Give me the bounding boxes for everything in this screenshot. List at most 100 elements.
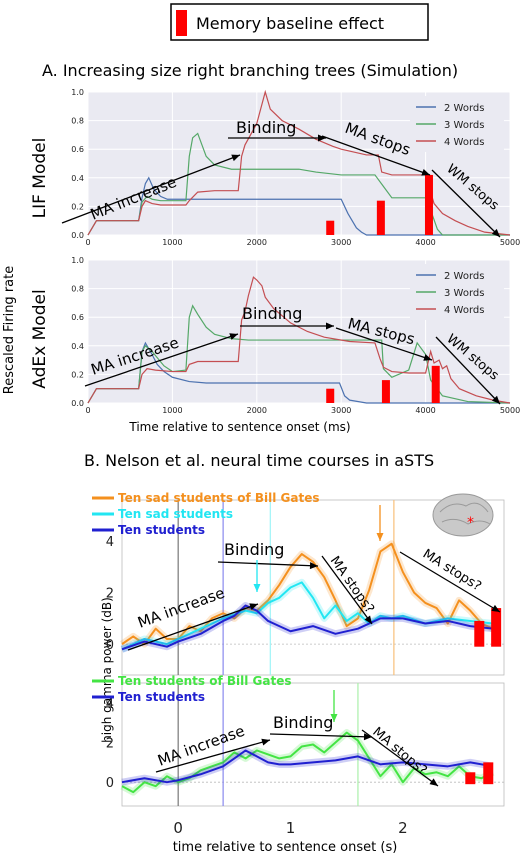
ma-increase-arrow	[61, 154, 241, 224]
brain-icon: *	[432, 493, 494, 537]
memory-baseline-bar	[465, 772, 476, 785]
x-tick-label: 1000	[162, 238, 182, 247]
y-tick-label: 2	[106, 587, 114, 602]
y-tick-label: 1.0	[71, 88, 84, 97]
legend-entry: 2 Words	[444, 271, 484, 282]
legend-entry: 2 Words	[444, 103, 484, 114]
panel-b-ylabel: high gamma power (dB)	[100, 597, 114, 743]
ma-stops-arrow	[321, 555, 373, 625]
y-tick-label: 0.6	[71, 313, 84, 322]
binding-arrow	[269, 733, 373, 738]
ma-increase-arrow-head	[249, 603, 258, 610]
ma-increase-arrow	[127, 603, 259, 651]
y-tick-label: 0.6	[71, 145, 84, 154]
ma-stops-second-arrow	[399, 551, 501, 613]
brain-marker: *	[467, 515, 474, 531]
legend-entry: 3 Words	[444, 288, 484, 299]
y-tick-label: 0.4	[71, 174, 84, 183]
legend-entry: Ten students	[118, 523, 205, 537]
y-tick-label: 4	[106, 535, 114, 550]
x-tick-label: 0	[85, 406, 90, 415]
y-tick-label: 0	[106, 776, 114, 791]
memory-baseline-bar	[326, 388, 335, 403]
legend-entry: 4 Words	[444, 137, 484, 148]
legend-entry: Ten sad students	[118, 507, 233, 521]
memory-baseline-bar	[381, 380, 390, 403]
nelson-bottom-plot: 0 2 4 Ten students of Bill Gates Ten student…	[92, 674, 505, 837]
ma-increase-arrow	[84, 333, 239, 387]
binding-label: Binding	[236, 118, 296, 137]
series-line-3-words	[87, 132, 510, 236]
memory-baseline-legend: Memory baseline effect	[170, 3, 429, 41]
ma-stops-arrow	[361, 729, 439, 787]
memory-baseline-bar	[431, 365, 440, 403]
ma-stops-arrow-head	[364, 615, 372, 624]
ma-stops-arrow-head	[429, 778, 438, 786]
memory-baseline-bar	[376, 200, 385, 235]
x-tick-label: 2	[398, 819, 408, 837]
y-tick-label: 2	[106, 737, 114, 752]
panel-a-xlabel: Time relative to sentence onset (ms)	[128, 420, 350, 434]
memory-baseline-bar	[424, 174, 433, 235]
ma-stops-arrow-head	[421, 168, 430, 176]
panel-b-xlabel: time relative to sentence onset (s)	[173, 840, 398, 855]
legend-entry: Ten sad students of Bill Gates	[118, 491, 319, 505]
binding-arrow-head	[326, 322, 334, 330]
x-tick-label: 4000	[415, 406, 435, 415]
y-tick-label: 0.0	[71, 399, 84, 408]
binding-arrow	[217, 561, 319, 567]
wm-stops-arrow-head	[491, 228, 500, 237]
panel-b-title: B. Nelson et al. neural time courses in …	[84, 451, 434, 470]
ma-stops-arrow	[321, 135, 431, 176]
x-tick-label: 4000	[415, 238, 435, 247]
ma-stops-arrow	[335, 327, 433, 361]
adex-model-label: AdEx Model	[30, 289, 50, 388]
memory-baseline-bar	[474, 620, 485, 647]
x-tick-label: 5000	[500, 406, 520, 415]
green-peak-arrow-head	[330, 714, 338, 722]
y-tick-label: 0.8	[71, 117, 84, 126]
lif-plot: 0.0 0.2 0.4 0.6 0.8 1.0 0 1000 2000 3000 4000 5000 2…	[61, 88, 520, 247]
wm-stops-arrow	[435, 336, 501, 405]
series-line-2	[121, 604, 493, 651]
adex-plot: 0.0 0.2 0.4 0.6 0.8 1.0 0 1000 2000 3000 4000 5000 2…	[71, 256, 520, 415]
x-tick-label: 5000	[500, 238, 520, 247]
ma-increase-arrow	[155, 739, 271, 773]
y-tick-label: 1.0	[71, 256, 84, 265]
legend-entry: 3 Words	[444, 120, 484, 131]
series-line-1	[121, 749, 493, 784]
binding-arrow-head	[318, 134, 326, 142]
legend-entry: Ten students	[118, 690, 205, 704]
ma-increase-arrow-head	[231, 154, 240, 162]
memory-baseline-bar	[491, 608, 502, 647]
memory-baseline-bar	[326, 220, 335, 235]
binding-label: Binding	[242, 304, 302, 323]
y-tick-label: 0.2	[71, 370, 84, 379]
ma-increase-arrow-head	[229, 333, 238, 340]
series-line-0	[121, 542, 494, 646]
x-tick-label: 0	[173, 819, 183, 837]
panel-a-title: A. Increasing size right branching trees…	[42, 61, 458, 80]
binding-label: Binding	[273, 713, 333, 732]
ma-increase-arrow-head	[261, 738, 270, 746]
binding-label: Binding	[224, 540, 284, 559]
orange-peak-arrow-head	[376, 533, 384, 541]
y-tick-label: 0	[106, 638, 114, 653]
ma-stops-second-arrow-head	[491, 604, 500, 612]
x-tick-label: 1	[286, 819, 296, 837]
binding-arrow-head	[363, 733, 372, 741]
binding-arrow-head	[309, 562, 318, 570]
y-tick-label: 0.4	[71, 342, 84, 351]
lif-model-label: LIF Model	[30, 138, 50, 219]
series-line-2-words	[87, 176, 510, 236]
x-tick-label: 1000	[162, 406, 182, 415]
series-line-4-words	[87, 276, 511, 404]
legend-label: Memory baseline effect	[196, 14, 384, 33]
legend-entry: Ten students of Bill Gates	[118, 674, 291, 688]
legend-entry: 4 Words	[444, 305, 484, 316]
x-tick-label: 2000	[247, 238, 267, 247]
ma-stops-arrow-head	[423, 354, 432, 361]
series-line-1	[121, 581, 493, 651]
memory-baseline-bar	[483, 762, 494, 785]
